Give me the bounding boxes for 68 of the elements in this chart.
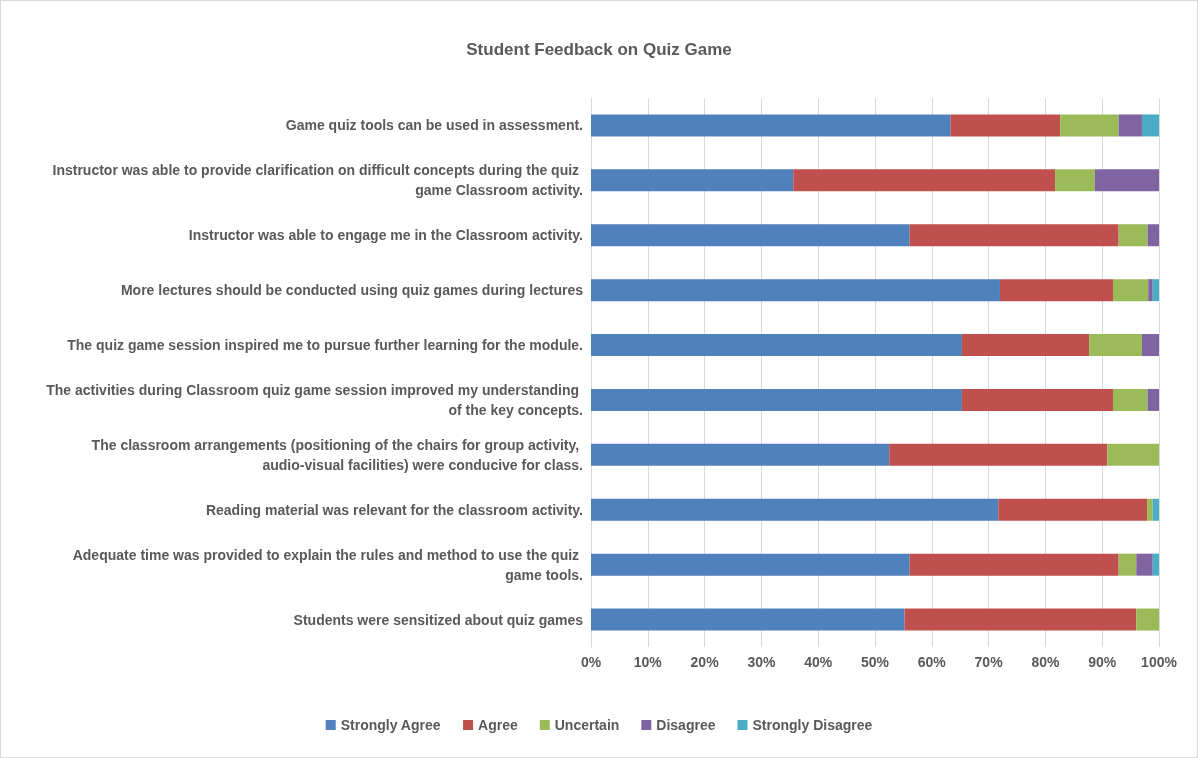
bar — [591, 279, 1000, 302]
bar — [1055, 169, 1095, 192]
chart-title: Student Feedback on Quiz Game — [466, 40, 732, 59]
bar — [591, 169, 794, 192]
bar — [889, 443, 1108, 466]
bar — [591, 553, 910, 576]
x-tick-label: 70% — [974, 654, 1004, 670]
bar — [793, 169, 1056, 192]
x-tick-label: 0% — [580, 654, 602, 670]
bar — [961, 388, 1113, 411]
bar — [1136, 608, 1159, 631]
bar — [1141, 114, 1159, 137]
bar — [591, 498, 999, 521]
bar — [1147, 498, 1153, 521]
bar — [591, 334, 962, 357]
bar — [998, 498, 1148, 521]
x-tick-label: 30% — [747, 654, 776, 670]
bar — [1094, 169, 1159, 192]
bar — [909, 553, 1119, 576]
y-tick-label: Game quiz tools can be used in assessment. — [285, 117, 583, 134]
legend-label: Agree — [478, 717, 518, 733]
bar — [591, 224, 910, 247]
bar — [904, 608, 1137, 631]
bar — [591, 608, 905, 631]
bar — [1118, 553, 1137, 576]
bar — [1060, 114, 1119, 137]
bar — [1141, 334, 1159, 357]
bar — [1148, 279, 1153, 302]
legend-label: Strongly Disagree — [752, 717, 873, 733]
x-tick-label: 20% — [690, 654, 720, 670]
legend-label: Disagree — [656, 717, 716, 733]
bar — [961, 334, 1090, 357]
bar — [1147, 224, 1159, 247]
y-tick-label: Instructor was able to provide clarification on difficult concepts during the quiz game Classroom activity. — [52, 162, 583, 199]
legend-label: Uncertain — [554, 717, 620, 733]
y-tick-label: The classroom arrangements (positioning of the chairs for group activity, audio-visual facilities) were conducive for class. — [91, 436, 583, 473]
x-tick-label: 90% — [1088, 654, 1117, 670]
y-tick-label: The quiz game session inspired me to pursue further learning for the module. — [67, 337, 583, 354]
y-tick-label: The activities during Classroom quiz game session improved my understanding of the key concepts. — [46, 381, 583, 418]
bar — [591, 388, 962, 411]
x-tick-label: 80% — [1031, 654, 1060, 670]
legend-label: Strongly Agree — [340, 717, 441, 733]
y-tick-label: Reading material was relevant for the classroom activity. — [205, 501, 583, 518]
bar — [1112, 279, 1149, 302]
bar — [1136, 553, 1153, 576]
bar — [1152, 279, 1159, 302]
bar — [1107, 443, 1159, 466]
bar — [1147, 388, 1159, 411]
bar — [1112, 388, 1148, 411]
x-tick-label: 10% — [633, 654, 663, 670]
y-tick-label: More lectures should be conducted using quiz games during lectures — [120, 282, 584, 299]
bar — [909, 224, 1119, 247]
bar — [1118, 114, 1142, 137]
bar — [591, 114, 951, 137]
x-tick-label: 100% — [1141, 654, 1178, 670]
bar — [591, 443, 890, 466]
y-tick-label: Adequate time was provided to explain the rules and method to use the quiz game tools. — [72, 546, 583, 583]
y-tick-label: Students were sensitized about quiz games — [293, 611, 584, 628]
y-tick-label: Instructor was able to engage me in the Classroom activity. — [188, 227, 583, 244]
x-tick-label: 60% — [917, 654, 947, 670]
bar — [1152, 553, 1159, 576]
bar — [950, 114, 1061, 137]
bar — [1118, 224, 1148, 247]
bar — [1089, 334, 1142, 357]
bar — [999, 279, 1113, 302]
bar — [1152, 498, 1159, 521]
x-tick-label: 40% — [804, 654, 833, 670]
x-tick-label: 50% — [860, 654, 890, 670]
